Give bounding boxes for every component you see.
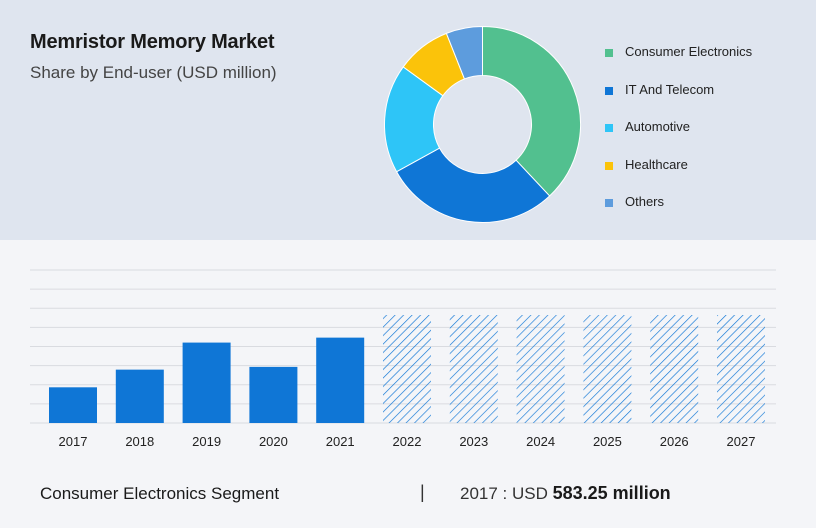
x-tick-label: 2023 xyxy=(459,434,488,449)
donut-slice-consumer-electronics xyxy=(482,25,581,197)
forecast-bar-2023 xyxy=(449,315,498,423)
footer-value-text: 2017 : USD 583.25 million xyxy=(460,483,671,504)
bar-2017 xyxy=(49,387,97,423)
forecast-bar-2026 xyxy=(650,315,699,423)
legend-label: Healthcare xyxy=(625,156,688,172)
bar-2021 xyxy=(316,337,365,423)
forecast-bar-2025 xyxy=(583,315,632,423)
legend-label: Consumer Electronics xyxy=(625,44,753,59)
legend-label: IT And Telecom xyxy=(625,81,715,97)
x-tick-label: 2027 xyxy=(727,434,756,449)
x-tick-label: 2022 xyxy=(393,434,422,449)
bar-chart: 2017 2018 2019 2020 2021 2022 2023 2024 2025 2026… xyxy=(30,269,776,449)
x-tick-label: 2025 xyxy=(593,434,622,449)
x-tick-label: 2018 xyxy=(125,434,154,449)
footer-segment-label: Consumer Electronics Segment xyxy=(40,484,280,503)
footer-value: 583.25 million xyxy=(552,483,671,503)
donut-legend: Consumer Electronics IT And Telecom Automo… xyxy=(605,44,752,232)
chart-title: Memristor Memory Market xyxy=(30,31,275,53)
footer-separator: | xyxy=(420,482,425,502)
chart-subtitle: Share by End-user (USD million) xyxy=(30,63,277,82)
legend-label: Automotive xyxy=(625,119,691,134)
legend-item: Automotive xyxy=(605,119,752,157)
forecast-bar-2024 xyxy=(516,315,565,423)
x-tick-label: 2020 xyxy=(259,434,288,449)
x-tick-label: 2021 xyxy=(326,434,355,449)
legend-swatch xyxy=(605,86,613,95)
x-tick-label: 2017 xyxy=(59,434,88,449)
donut-slice-others xyxy=(445,25,483,80)
x-tick-label: 2019 xyxy=(192,434,221,449)
legend-swatch xyxy=(605,161,613,170)
forecast-bar-2022 xyxy=(383,315,431,423)
legend-swatch xyxy=(605,49,613,57)
bar-2020 xyxy=(249,366,298,423)
donut-chart xyxy=(384,25,581,223)
legend-swatch xyxy=(605,199,613,207)
bar-2018 xyxy=(115,369,164,423)
donut-slice-it-and-telecom xyxy=(395,147,551,223)
bar-2019 xyxy=(182,342,231,423)
forecast-bar-2027 xyxy=(717,315,765,423)
legend-item: Others xyxy=(605,194,752,232)
x-tick-label: 2026 xyxy=(660,434,689,449)
legend-item: Consumer Electronics xyxy=(605,44,752,82)
legend-item: Healthcare xyxy=(605,157,752,195)
footer-year-prefix: 2017 : USD xyxy=(460,484,548,503)
legend-label: Others xyxy=(625,194,665,209)
legend-item: IT And Telecom xyxy=(605,82,752,120)
x-tick-label: 2024 xyxy=(526,434,555,449)
legend-swatch xyxy=(605,124,613,132)
